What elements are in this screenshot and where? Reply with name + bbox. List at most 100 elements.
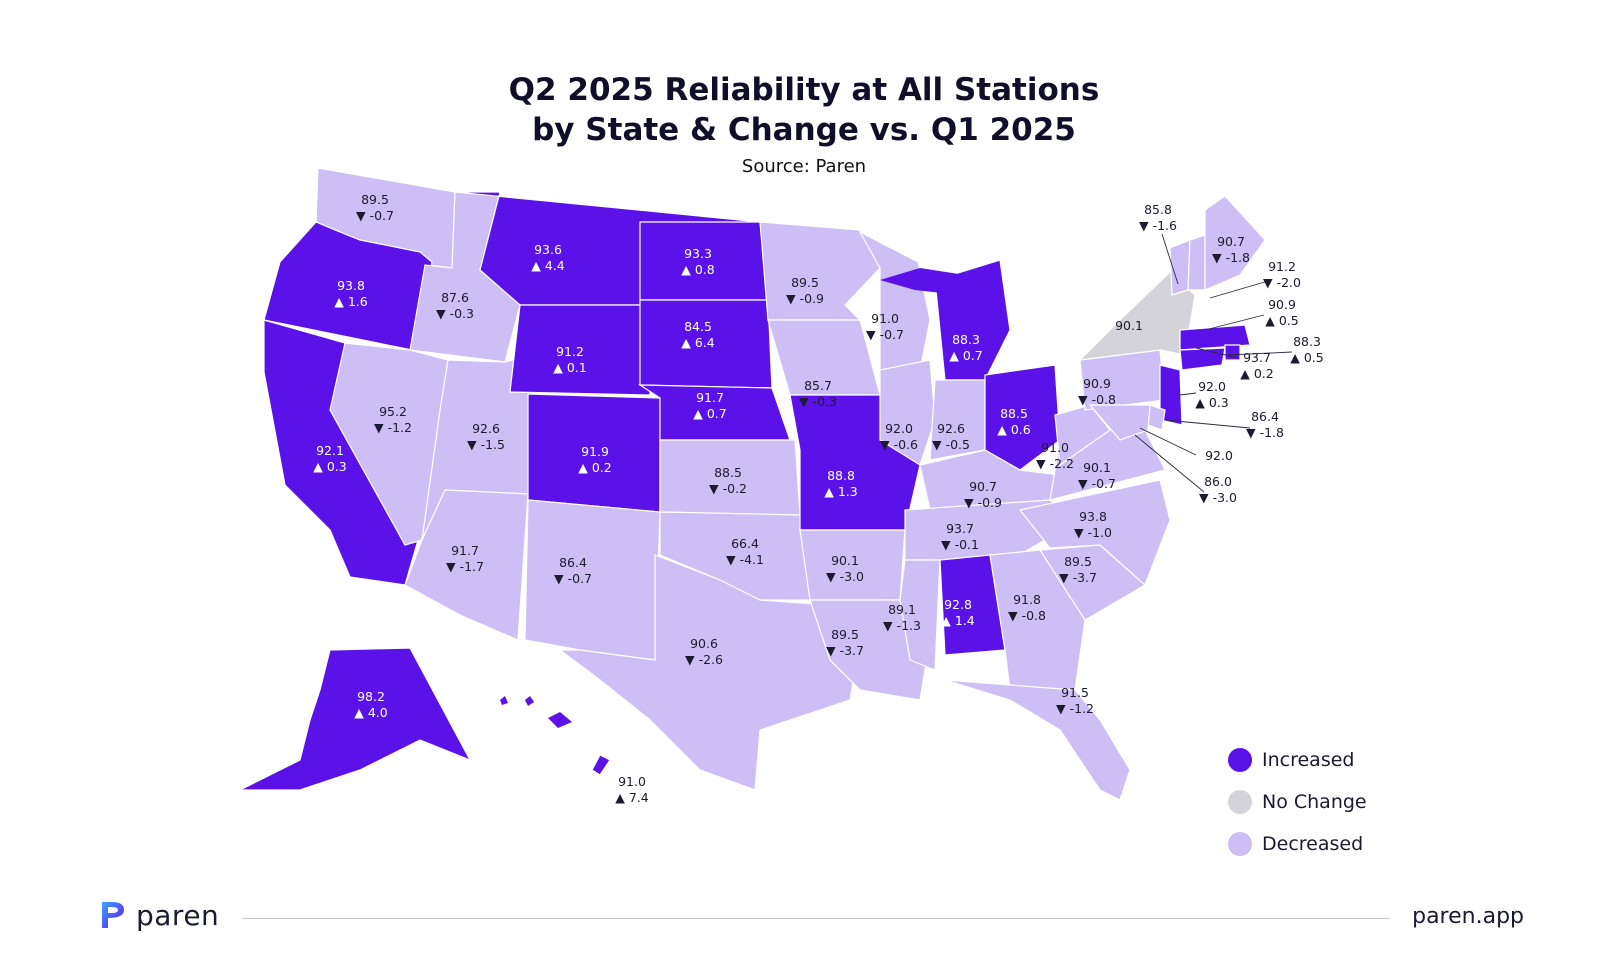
state-value-dc: 92.0: [1205, 448, 1233, 463]
state-change-or: ▲ 1.6: [334, 294, 368, 309]
state-value-il: 92.0: [885, 421, 913, 436]
state-change-al: ▲ 1.4: [941, 613, 975, 628]
title-line-1: Q2 2025 Reliability at All Stations: [508, 72, 1100, 108]
state-nm: [524, 499, 661, 661]
state-change-mt: ▲ 4.4: [531, 258, 565, 273]
state-value-nj: 92.0: [1198, 379, 1226, 394]
state-change-wv: ▼ -2.2: [1036, 456, 1074, 471]
state-change-nv: ▼ -1.2: [374, 420, 412, 435]
state-change-ri: ▲ 0.5: [1290, 350, 1323, 365]
state-value-az: 91.7: [451, 543, 479, 558]
state-change-nh: ▼ -2.0: [1263, 275, 1301, 290]
state-ms: [899, 559, 941, 671]
state-change-mo: ▲ 1.3: [824, 484, 857, 499]
state-value-nd: 93.3: [684, 246, 712, 261]
state-change-ia: ▼ -0.3: [799, 394, 837, 409]
state-change-wi: ▼ -0.7: [866, 327, 904, 342]
state-or: [263, 221, 433, 351]
state-md: [1088, 404, 1151, 441]
state-change-md: ▼ -3.0: [1199, 490, 1237, 505]
state-change-wa: ▼ -0.7: [356, 208, 394, 223]
state-change-co: ▲ 0.2: [578, 460, 611, 475]
brand-logo[interactable]: paren: [96, 898, 219, 932]
leader-line-ct: [1195, 347, 1239, 359]
state-mi-upper-peninsula: [880, 268, 1000, 295]
state-value-sc: 89.5: [1064, 554, 1092, 569]
state-value-ky: 90.7: [969, 479, 997, 494]
state-shapes: [239, 167, 1266, 801]
state-change-ok: ▼ -4.1: [726, 552, 764, 567]
state-change-pa: ▼ -0.8: [1078, 392, 1116, 407]
chart-title: Q2 2025 Reliability at All Stations by S…: [0, 70, 1608, 150]
state-change-ar: ▼ -3.0: [826, 569, 864, 584]
state-value-mi: 88.3: [952, 332, 980, 347]
state-value-wa: 89.5: [361, 192, 389, 207]
state-value-pa: 90.9: [1083, 376, 1111, 391]
state-value-oh: 88.5: [1000, 406, 1028, 421]
brand-name: paren: [136, 898, 220, 932]
legend-swatch-decreased: [1228, 832, 1252, 856]
state-de: [1147, 404, 1166, 431]
state-value-ms: 89.1: [888, 602, 916, 617]
state-change-in: ▼ -0.5: [932, 437, 970, 452]
state-change-ut: ▼ -1.5: [467, 437, 505, 452]
state-change-ks: ▼ -0.2: [709, 481, 747, 496]
state-tx: [558, 554, 861, 791]
state-value-me: 90.7: [1217, 234, 1245, 249]
state-fl: [944, 679, 1131, 801]
state-value-ar: 90.1: [831, 553, 859, 568]
state-value-or: 93.8: [337, 278, 365, 293]
state-change-ga: ▼ -0.8: [1008, 608, 1046, 623]
state-value-ne: 91.7: [696, 390, 724, 405]
leader-line-ri: [1227, 351, 1293, 356]
state-change-nd: ▲ 0.8: [681, 262, 715, 277]
state-ak: [239, 647, 472, 791]
state-hi: [591, 754, 611, 776]
state-change-id: ▼ -0.3: [436, 306, 474, 321]
state-change-wy: ▲ 0.1: [553, 360, 586, 375]
state-az: [404, 489, 529, 641]
state-value-ny: 90.1: [1115, 318, 1143, 333]
state-nh: [1187, 234, 1206, 291]
legend-item-decreased: Decreased: [1228, 832, 1367, 856]
state-change-ca: ▲ 0.3: [313, 459, 346, 474]
state-value-va: 90.1: [1083, 460, 1111, 475]
state-change-sd: ▲ 6.4: [681, 335, 715, 350]
site-link[interactable]: paren.app: [1412, 904, 1524, 929]
leader-line-vt: [1161, 233, 1179, 285]
state-change-sc: ▼ -3.7: [1059, 570, 1097, 585]
state-value-ga: 91.8: [1013, 592, 1041, 607]
state-change-ak: ▲ 4.0: [354, 705, 388, 720]
state-value-nh: 91.2: [1268, 259, 1296, 274]
leader-line-dc: [1139, 427, 1197, 456]
legend-label: Decreased: [1262, 833, 1364, 855]
state-ny: [1078, 271, 1196, 361]
state-ma: [1179, 324, 1251, 351]
hawaii-island-2: [500, 696, 508, 705]
state-value-wi: 91.0: [871, 311, 899, 326]
leader-line-de: [1164, 419, 1251, 429]
chart-subtitle: Source: Paren: [741, 156, 867, 177]
state-value-md: 86.0: [1204, 474, 1232, 489]
legend-label: No Change: [1262, 791, 1367, 813]
state-value-ia: 85.7: [804, 378, 832, 393]
leader-lines: [1134, 233, 1293, 493]
state-change-mn: ▼ -0.9: [786, 291, 824, 306]
state-change-az: ▼ -1.7: [446, 559, 484, 574]
state-nc: [1018, 479, 1171, 587]
state-value-tx: 90.6: [690, 636, 718, 651]
paren-logo-icon: [102, 902, 124, 928]
state-value-ok: 66.4: [731, 536, 759, 551]
state-value-ma: 90.9: [1268, 297, 1296, 312]
state-value-wy: 91.2: [556, 344, 584, 359]
hawaii-island-0: [548, 712, 572, 728]
state-value-id: 87.6: [441, 290, 469, 305]
leader-line-md: [1134, 434, 1205, 493]
state-value-hi: 91.0: [618, 774, 646, 789]
legend-swatch-increased: [1228, 748, 1252, 772]
state-value-nc: 93.8: [1079, 509, 1107, 524]
state-change-nj: ▲ 0.3: [1195, 395, 1228, 410]
state-value-wv: 91.0: [1041, 440, 1069, 455]
state-value-co: 91.9: [581, 444, 609, 459]
state-value-in: 92.6: [937, 421, 965, 436]
